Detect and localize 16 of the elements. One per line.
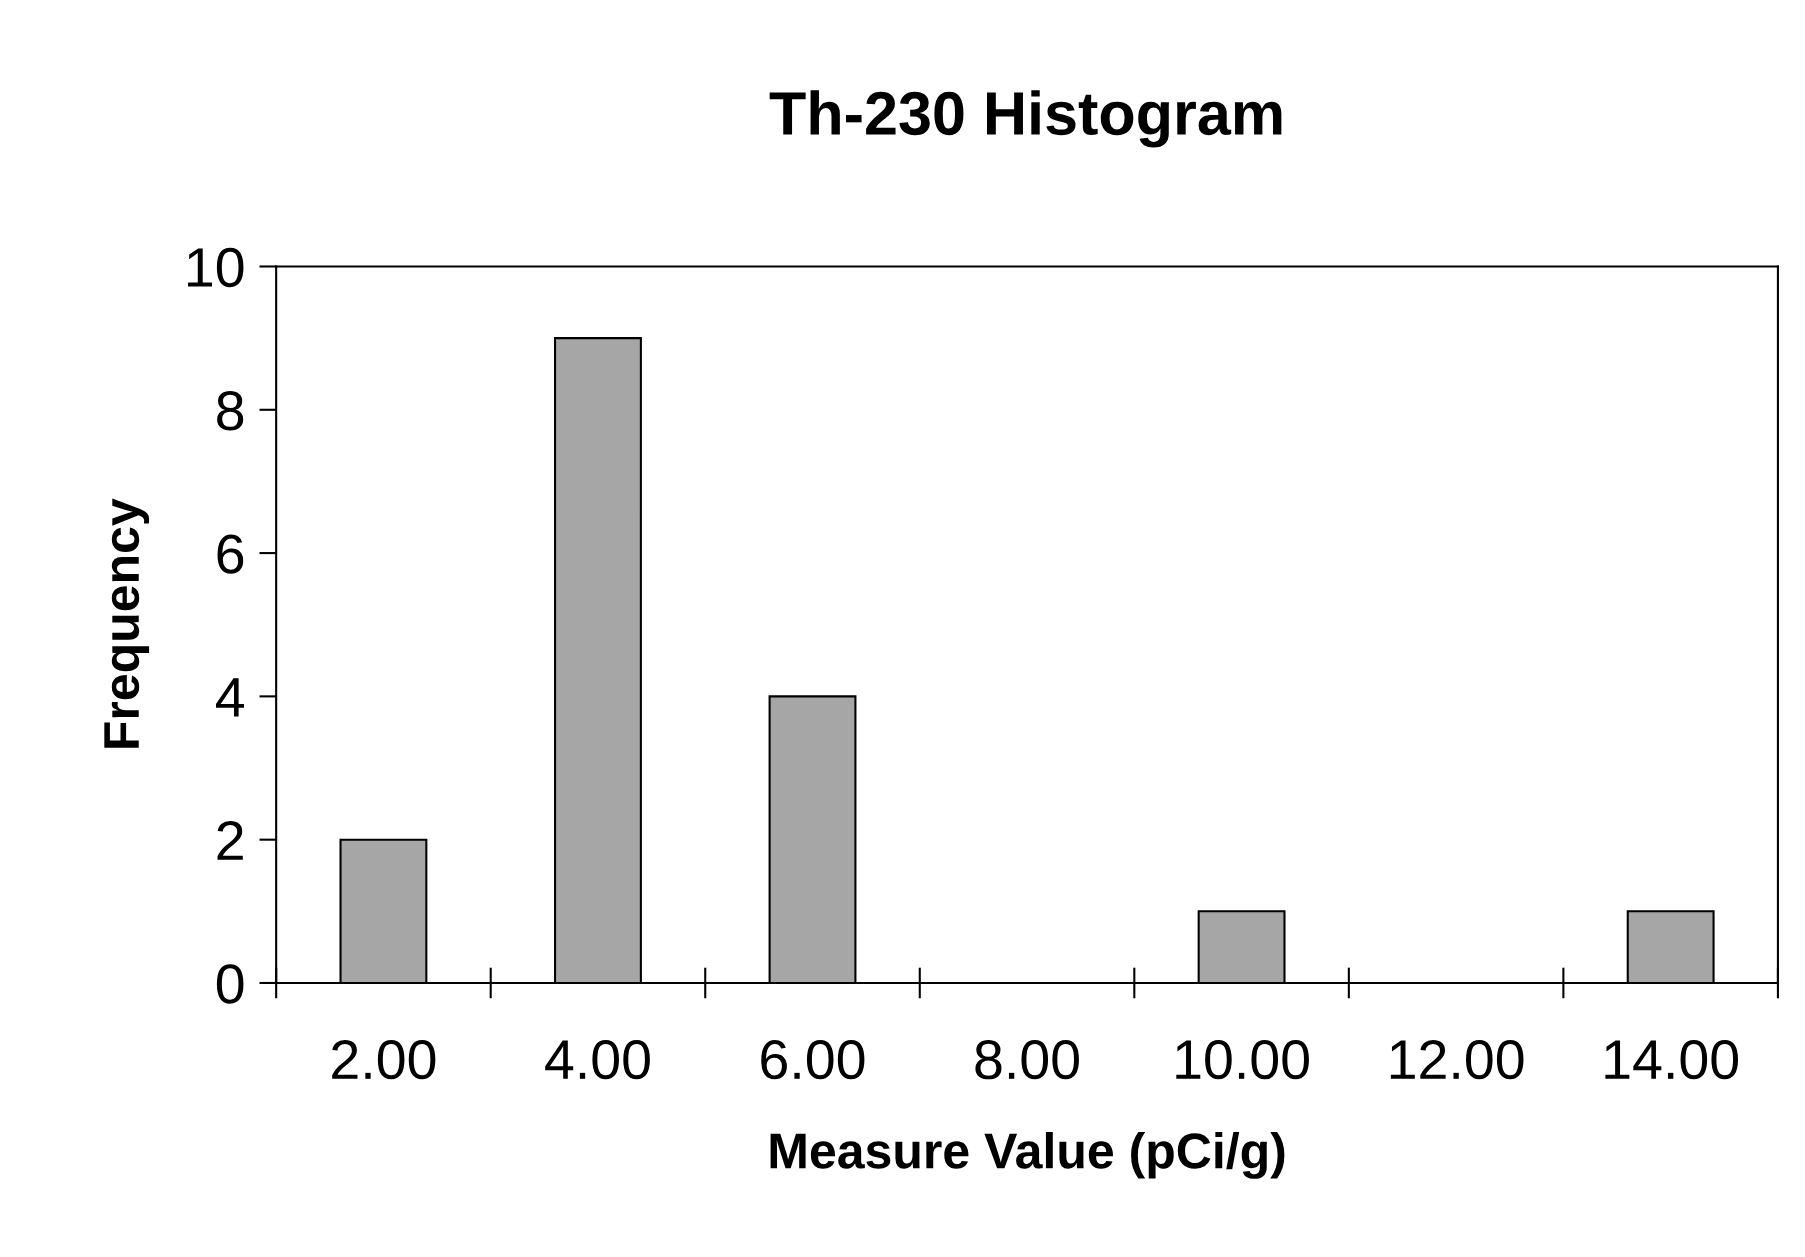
x-tick-label: 6.00: [761, 1040, 865, 1080]
y-tick-label: 6: [217, 534, 244, 574]
x-tick-label: 14.00: [1605, 1040, 1738, 1080]
y-tick-label: 4: [215, 678, 244, 717]
x-tick-label: 10.00: [1176, 1040, 1309, 1080]
x-axis-title: Measure Value (pCi/g): [770, 1131, 1285, 1179]
x-tick-label: 4.00: [545, 1040, 650, 1080]
y-axis-title: Frequency: [104, 498, 150, 748]
x-tick-label: 12.00: [1390, 1040, 1524, 1080]
y-tick-label: 10: [188, 247, 244, 288]
x-tick-label: 2.00: [332, 1040, 436, 1080]
y-tick-label: 8: [217, 391, 244, 431]
chart-title: Th-230 Histogram: [769, 90, 1282, 148]
y-tick-label: 2: [217, 821, 243, 860]
y-tick-label: 0: [216, 964, 244, 1004]
x-tick-label: 8.00: [975, 1040, 1079, 1080]
